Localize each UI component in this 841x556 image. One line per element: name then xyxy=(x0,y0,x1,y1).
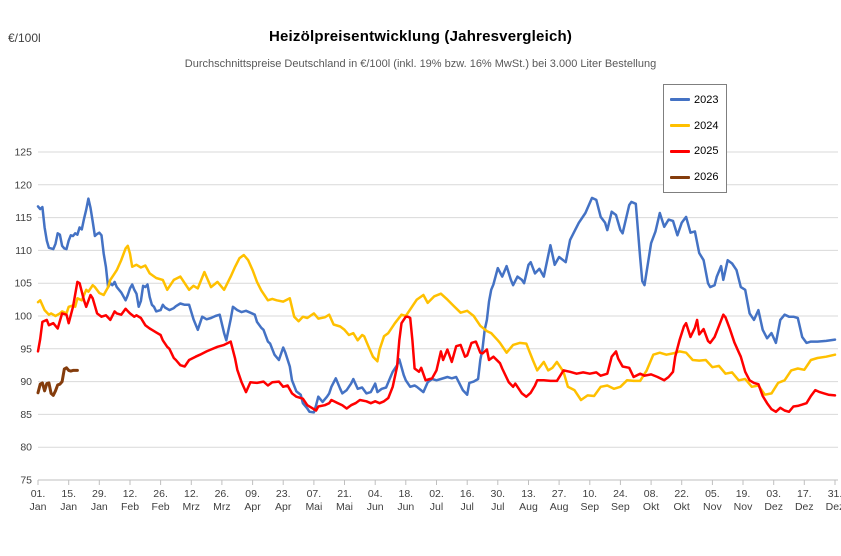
x-axis-label: 12. Feb xyxy=(121,488,139,513)
x-axis-label: 16. Jul xyxy=(460,488,475,513)
x-axis-label: 03. Dez xyxy=(764,488,783,513)
x-axis-label: 24. Sep xyxy=(611,488,630,513)
x-axis-label: 30. Jul xyxy=(490,488,505,513)
series-line-2026 xyxy=(36,366,79,397)
legend-item-2024: 2024 xyxy=(664,120,726,132)
x-axis-label: 09. Apr xyxy=(244,488,261,513)
x-axis-label: 07. Mai xyxy=(305,488,322,513)
y-axis-label: 115 xyxy=(15,212,32,224)
x-axis-label: 17. Dez xyxy=(795,488,814,513)
x-axis-label: 26. Feb xyxy=(152,488,170,513)
legend-swatch-2023-icon xyxy=(670,98,690,102)
x-axis-label: 21. Mai xyxy=(336,488,353,513)
legend-label-2026: 2026 xyxy=(694,171,719,184)
chart-legend: 2023 2024 2025 2026 xyxy=(663,84,727,193)
legend-item-2025: 2025 xyxy=(664,145,726,157)
series-line-2023 xyxy=(36,196,837,414)
legend-swatch-2025-icon xyxy=(670,149,690,153)
legend-item-2026: 2026 xyxy=(664,171,726,183)
legend-item-2023: 2023 xyxy=(664,94,726,106)
y-axis-label: 95 xyxy=(20,343,32,355)
y-axis-label: 90 xyxy=(20,376,32,388)
x-axis-label: 18. Jun xyxy=(397,488,414,513)
x-axis-label: 01. Jan xyxy=(30,488,47,513)
x-axis-label: 29. Jan xyxy=(91,488,108,513)
x-axis-label: 08. Okt xyxy=(643,488,659,513)
x-axis-label: 10. Sep xyxy=(580,488,599,513)
legend-label-2023: 2023 xyxy=(694,93,719,106)
x-axis-label: 02. Jul xyxy=(429,488,444,513)
x-axis-label: 19. Nov xyxy=(734,488,753,513)
chart-title: Heizölpreisentwicklung (Jahresvergleich) xyxy=(268,28,573,45)
series-line-2024 xyxy=(36,244,837,402)
x-axis-label: 05. Nov xyxy=(703,488,722,513)
y-axis-label: 120 xyxy=(14,179,32,191)
legend-swatch-2026-icon xyxy=(670,175,690,179)
y-axis-label: 125 xyxy=(14,147,32,159)
y-axis-label: 75 xyxy=(20,475,32,487)
legend-swatch-2024-icon xyxy=(670,124,690,128)
legend-label-2025: 2025 xyxy=(694,145,719,158)
x-axis-label: 04. Jun xyxy=(367,488,384,513)
x-axis-label: 13. Aug xyxy=(519,488,538,513)
y-axis-unit-label: €/100l xyxy=(8,31,41,45)
legend-label-2024: 2024 xyxy=(694,119,719,132)
x-axis-label: 31.Dez xyxy=(826,488,841,513)
x-axis-label: 23. Apr xyxy=(275,488,292,513)
x-axis-label: 27. Aug xyxy=(550,488,569,513)
y-axis-label: 100 xyxy=(14,311,32,323)
x-axis-label: 15. Jan xyxy=(60,488,77,513)
x-axis-label: 22. Okt xyxy=(674,488,690,513)
series-line-2025 xyxy=(36,280,837,414)
y-axis-label: 105 xyxy=(14,278,32,290)
y-axis-label: 80 xyxy=(20,442,32,454)
chart-subtitle: Durchschnittspreise Deutschland in €/100… xyxy=(184,58,657,70)
y-axis-label: 85 xyxy=(20,409,32,421)
x-axis-label: 12. Mrz xyxy=(183,488,201,513)
y-axis-label: 110 xyxy=(15,245,32,257)
x-axis-label: 26. Mrz xyxy=(213,488,231,513)
